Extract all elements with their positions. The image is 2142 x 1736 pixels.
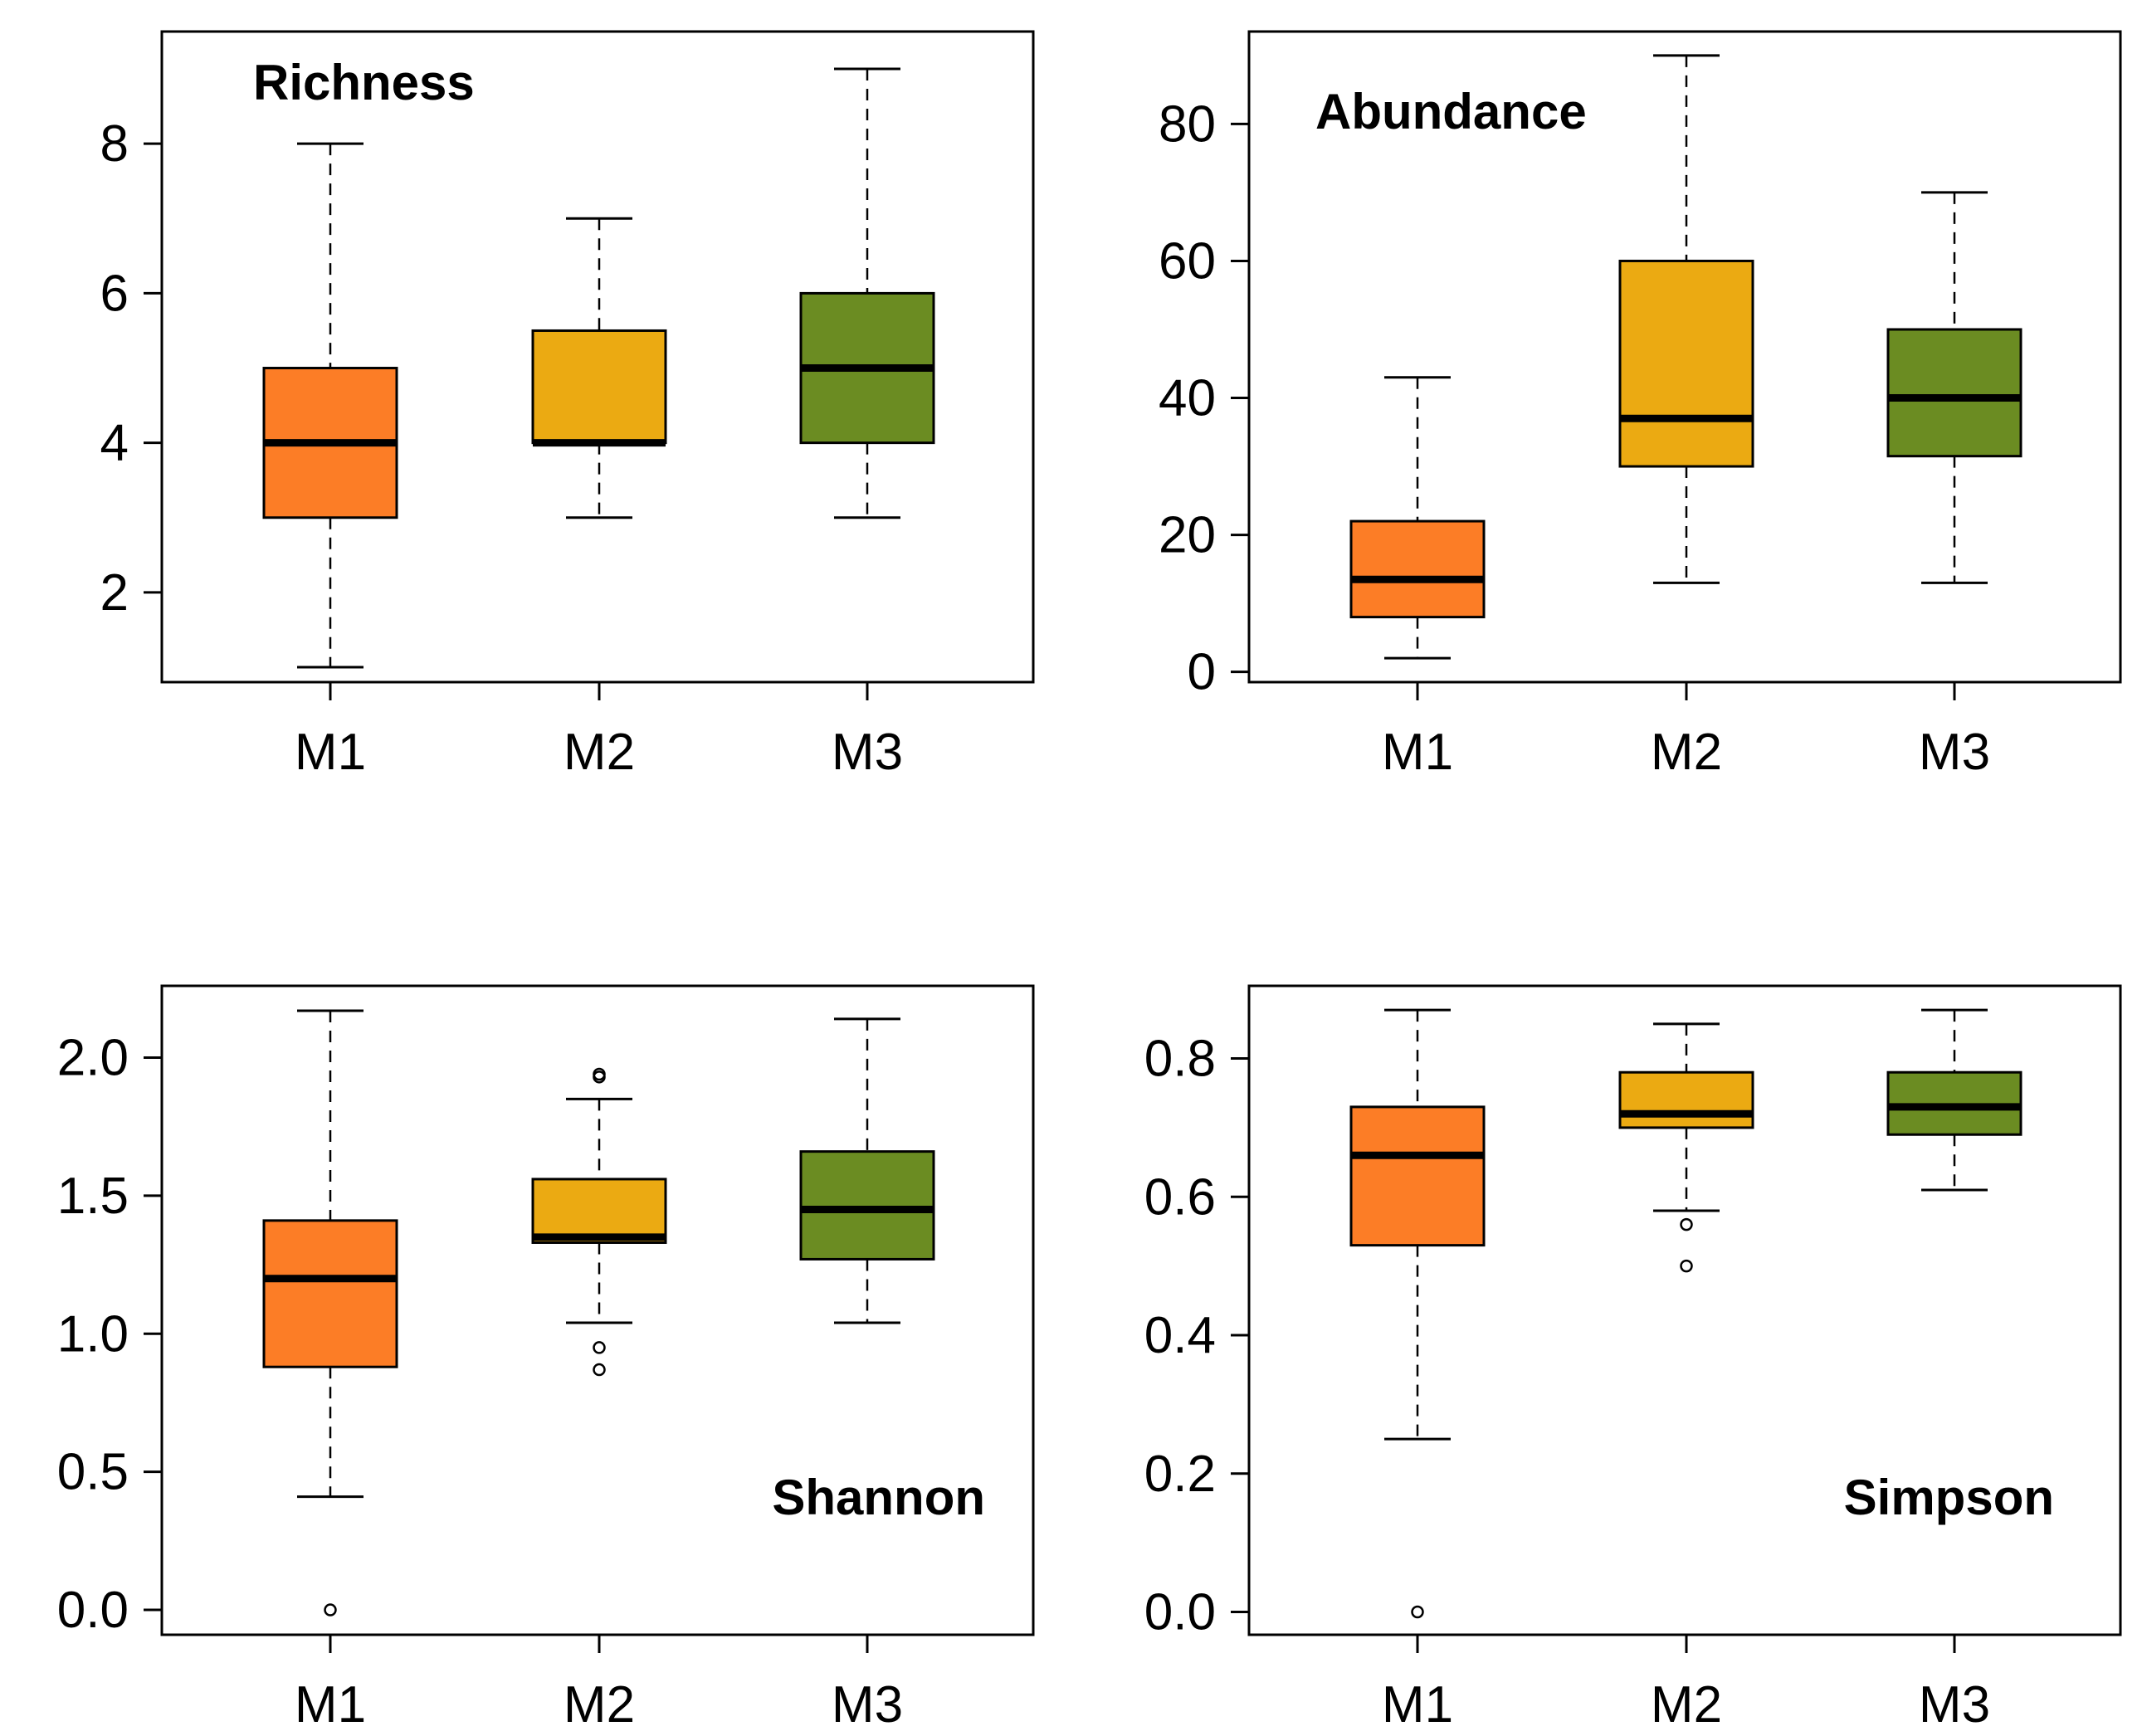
x-tick-label: M2: [1651, 1676, 1722, 1734]
iqr-box: [531, 1178, 667, 1244]
x-tick-label: M1: [295, 1676, 366, 1734]
plot-frame: [1247, 984, 2122, 1636]
outlier-point: [1680, 1217, 1693, 1231]
iqr-box: [1349, 519, 1486, 619]
y-tick-label: 40: [1159, 370, 1216, 427]
panel-title: Richness: [253, 55, 475, 110]
shannon-panel: 0.0 0.5 1.0 1.5 2.0 M1 M2 M3 Shannon: [57, 984, 1035, 1734]
iqr-box: [262, 1219, 398, 1368]
box-m2: [1618, 54, 1754, 584]
x-tick-label: M1: [295, 724, 366, 781]
box-m3: [799, 67, 935, 519]
box-m2: [531, 217, 667, 519]
outlier-point: [324, 1603, 337, 1617]
box-m1: [262, 1009, 398, 1617]
box-m1: [1349, 376, 1486, 660]
abundance-panel: 0 20 40 60 80 M1 M2 M3 Abundance: [1159, 30, 2122, 781]
box-m1: [262, 142, 398, 669]
y-tick-label: 1.0: [57, 1305, 129, 1363]
y-tick-label: 0.6: [1144, 1168, 1216, 1226]
x-tick-label: M3: [1919, 724, 1990, 781]
y-tick-label: 0.8: [1144, 1031, 1216, 1088]
y-tick-label: 2.0: [57, 1030, 129, 1087]
y-tick-label: 20: [1159, 507, 1216, 564]
iqr-box: [1349, 1105, 1486, 1247]
x-tick-label: M3: [832, 1676, 903, 1734]
panel-title: Shannon: [772, 1470, 985, 1525]
plot-frame: [1247, 30, 2122, 684]
plot-frame: [160, 30, 1035, 684]
y-tick-label: 60: [1159, 232, 1216, 290]
x-tick-label: M1: [1382, 724, 1453, 781]
x-tick-label: M1: [1382, 1676, 1453, 1734]
plot-frame: [160, 984, 1035, 1636]
box-m1: [1349, 1008, 1486, 1619]
box-m3: [1886, 1008, 2022, 1192]
y-tick-label: 0: [1188, 644, 1216, 701]
box-m3: [799, 1017, 935, 1324]
panel-title: Abundance: [1315, 84, 1587, 139]
y-tick-label: 8: [100, 115, 129, 173]
outlier-point: [593, 1363, 606, 1377]
x-tick-label: M2: [1651, 724, 1722, 781]
outlier-point: [1680, 1259, 1693, 1273]
y-tick-label: 80: [1159, 95, 1216, 153]
iqr-box: [1618, 259, 1754, 468]
x-tick-label: M2: [564, 1676, 635, 1734]
iqr-box: [1886, 328, 2022, 458]
box-m2: [531, 1067, 667, 1377]
y-tick-label: 6: [100, 265, 129, 322]
box-m2: [1618, 1022, 1754, 1273]
panel-title: Simpson: [1844, 1470, 2054, 1525]
y-tick-label: 1.5: [57, 1168, 129, 1225]
x-tick-label: M2: [564, 724, 635, 781]
y-tick-label: 0.5: [57, 1444, 129, 1501]
iqr-box: [799, 1150, 935, 1261]
box-m3: [1886, 191, 2022, 584]
y-tick-label: 2: [100, 564, 129, 622]
x-tick-label: M3: [1919, 1676, 1990, 1734]
simpson-panel: 0.0 0.2 0.4 0.6 0.8 M1 M2 M3 Simpson: [1144, 984, 2122, 1734]
outlier-point: [593, 1341, 606, 1354]
richness-panel: 2 4 6 8 M1 M2 M3 Richness: [100, 30, 1035, 781]
y-tick-label: 0.0: [57, 1582, 129, 1639]
y-tick-label: 0.2: [1144, 1446, 1216, 1503]
outlier-point: [1411, 1605, 1424, 1619]
y-tick-label: 0.0: [1144, 1583, 1216, 1641]
iqr-box: [531, 329, 667, 445]
outlier-point: [593, 1067, 606, 1081]
y-tick-label: 0.4: [1144, 1307, 1216, 1364]
x-tick-label: M3: [832, 724, 903, 781]
y-tick-label: 4: [100, 415, 129, 472]
iqr-box: [1618, 1070, 1754, 1129]
